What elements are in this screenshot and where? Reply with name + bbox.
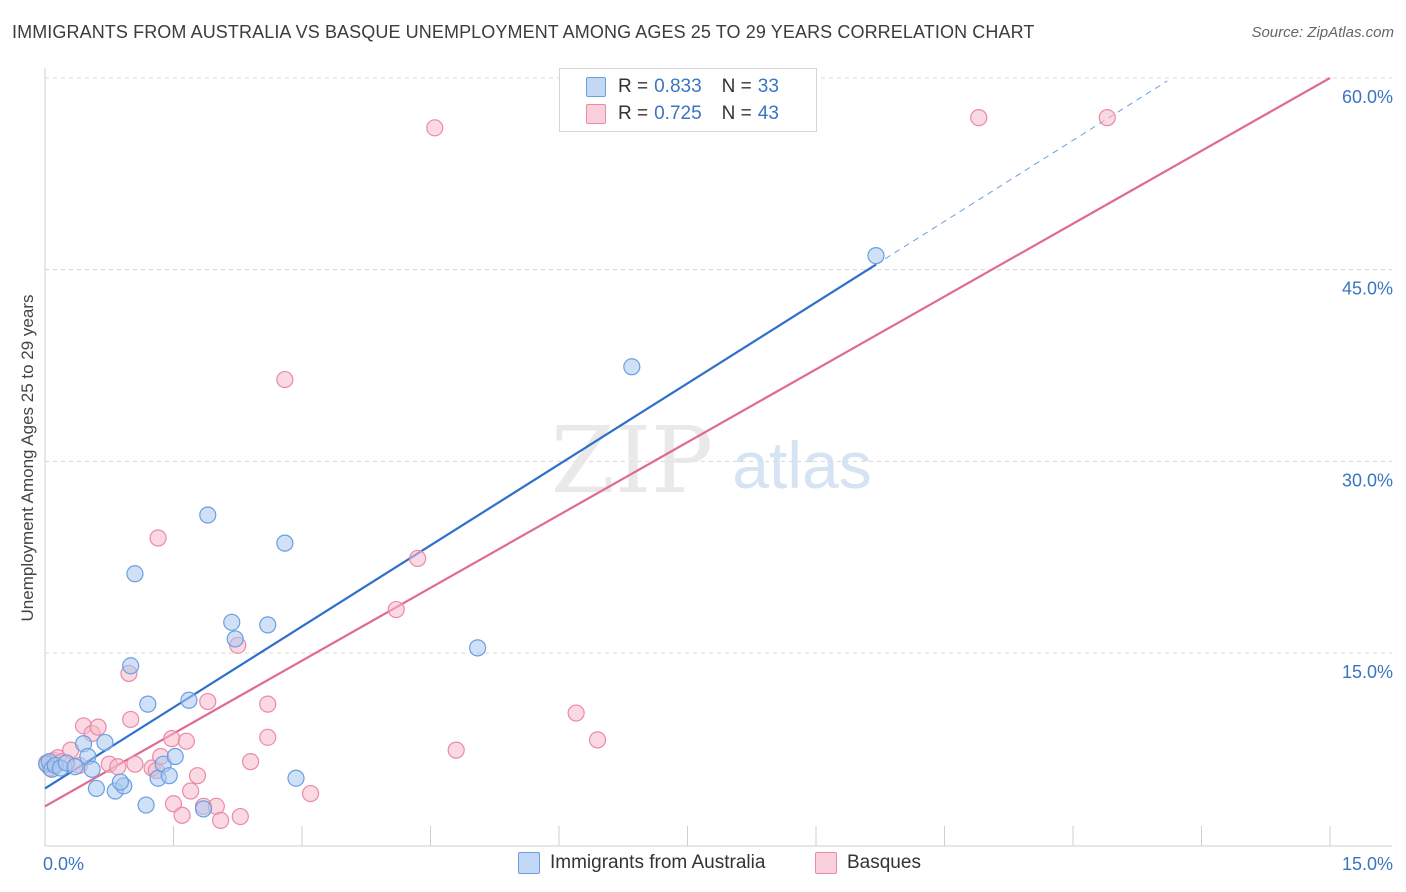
legend-r-label: R = [618,103,649,124]
point-basques [199,692,217,711]
point-basques [301,784,320,803]
axes [44,68,1392,847]
legend-r-label: R = [618,76,649,97]
series-swatch-pink [815,852,837,874]
point-basques [126,755,144,773]
series-legend-label: Basques [847,852,921,873]
point-basques [970,109,988,127]
point-australia [87,779,106,798]
point-australia [126,565,144,583]
point-basques [188,767,207,785]
point-basques [212,811,230,829]
y-tick-label: 45.0% [1342,279,1393,299]
legend-row-basques: R = 0.725 N = 43 [586,101,779,127]
point-basques [447,741,465,759]
point-australia [226,630,244,648]
point-australia [276,534,294,552]
watermark: ZIP atlas [551,407,872,514]
series-legend: Immigrants from Australia Basques [0,852,1406,878]
trend-line-australia-extension [875,80,1168,265]
point-basques [109,758,127,776]
point-basques [149,529,167,547]
point-australia [122,657,140,675]
point-australia [199,506,217,524]
point-basques [426,119,444,137]
point-basques [173,806,191,824]
point-australia [469,639,487,657]
y-tick-label: 15.0% [1342,662,1393,682]
y-tick-label: 30.0% [1342,470,1393,490]
point-australia [137,796,155,814]
point-australia [111,773,129,791]
point-australia [623,358,641,376]
point-australia [259,616,277,634]
series-legend-label: Immigrants from Australia [550,852,766,873]
point-basques [1098,109,1116,127]
legend-swatch-pink [586,104,606,124]
data-points [38,109,1116,829]
legend-r-value: 0.725 [654,103,702,124]
legend-n-value: 33 [757,76,779,97]
point-basques [409,549,427,568]
legend-swatch-blue [586,77,606,97]
watermark-atlas: atlas [732,428,871,502]
grid-lines [45,77,1392,654]
point-basques [588,731,607,749]
legend-n-label: N = [721,103,752,124]
trend-line-basques [44,77,1331,808]
x-tick-label: 15.0% [1342,854,1393,874]
point-basques [89,718,107,736]
point-basques [276,370,294,389]
point-basques [177,732,195,750]
point-basques [182,782,200,800]
legend-n-label: N = [721,76,752,97]
watermark-zip: ZIP [551,407,713,514]
point-australia [223,613,241,631]
series-legend-australia[interactable]: Immigrants from Australia [518,852,765,874]
point-australia [867,247,885,265]
point-basques [259,695,277,713]
point-basques [164,795,183,813]
point-australia [66,758,84,776]
legend-n-value: 43 [757,103,779,124]
trend-lines [44,77,1331,808]
point-basques [122,710,140,729]
point-australia [194,800,213,818]
chart-title: IMMIGRANTS FROM AUSTRALIA VS BASQUE UNEM… [12,22,1035,42]
source-label: Source: ZipAtlas.com [1251,24,1394,41]
point-basques [387,600,405,619]
point-australia [287,769,305,787]
point-australia [96,733,114,752]
point-australia [180,691,198,709]
legend-r-value: 0.833 [654,76,702,97]
y-tick-labels: 15.0% 30.0% 45.0% 60.0% [1342,87,1393,682]
x-tick-label: 0.0% [43,854,84,874]
correlation-legend: R = 0.833 N = 33 R = 0.725 N = 43 [559,68,817,132]
legend-row-australia: R = 0.833 N = 33 [586,74,779,100]
point-basques [163,730,181,748]
point-australia [160,767,178,785]
series-legend-basques[interactable]: Basques [815,852,921,874]
point-basques [231,807,249,826]
point-australia [83,760,101,778]
trend-line-australia [44,263,877,790]
point-australia [139,695,157,713]
x-tick-labels: 0.0% 15.0% [43,854,1393,874]
point-australia [166,747,184,766]
series-swatch-blue [518,852,540,874]
point-basques [242,753,260,771]
y-tick-label: 60.0% [1342,87,1393,107]
point-basques [567,704,585,722]
point-basques [259,728,277,746]
